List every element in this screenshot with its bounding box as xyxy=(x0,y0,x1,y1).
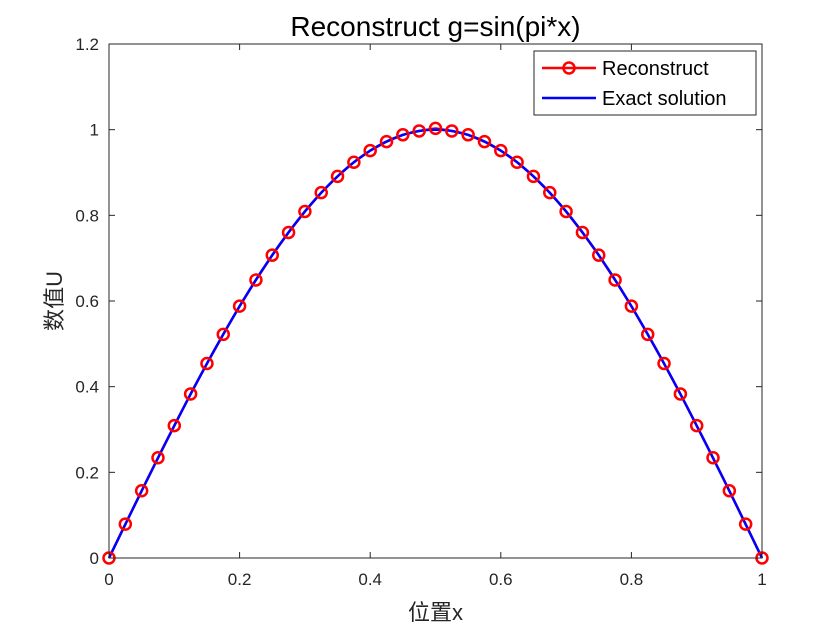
reconstruct-point xyxy=(200,356,214,371)
axes-box xyxy=(108,43,763,559)
y-tick-label: 1.2 xyxy=(75,35,99,54)
y-tick-label: 0.8 xyxy=(75,206,99,225)
reconstruct-point xyxy=(706,451,720,465)
reconstruct-point xyxy=(722,484,737,498)
x-axis-ticks: 0 0.2 0.4 0.6 0.8 1 xyxy=(104,44,767,589)
legend: Reconstruct Exact solution xyxy=(533,50,757,116)
reconstruct-point xyxy=(559,204,573,219)
x-axis-label: 位置x xyxy=(408,600,463,625)
legend-label: Exact solution xyxy=(602,88,727,110)
reconstruct-point xyxy=(543,185,557,200)
reconstruct-point xyxy=(151,451,165,465)
y-tick-label: 0.4 xyxy=(75,378,99,397)
x-tick-label: 0.8 xyxy=(620,570,644,589)
reconstruct-point xyxy=(477,134,492,149)
reconstruct-point xyxy=(363,143,377,158)
series-line-exact-solution xyxy=(107,128,764,559)
reconstruct-point xyxy=(379,134,394,149)
x-tick-label: 0 xyxy=(104,570,113,589)
reconstruct-point xyxy=(510,155,524,169)
reconstruct-point xyxy=(265,248,279,262)
reconstruct-point xyxy=(134,484,149,498)
x-tick-label: 0.6 xyxy=(489,570,513,589)
reconstruct-point xyxy=(281,225,296,240)
reconstruct-point xyxy=(673,387,688,401)
reconstruct-point xyxy=(428,121,443,136)
reconstruct-point xyxy=(445,124,459,138)
series-layer xyxy=(102,121,769,565)
plot-area xyxy=(109,44,762,558)
reconstruct-point xyxy=(608,273,622,287)
legend-label: Reconstruct xyxy=(602,58,709,80)
chart-title: Reconstruct g=sin(pi*x) xyxy=(290,11,580,42)
reconstruct-point xyxy=(298,204,312,219)
reconstruct-point xyxy=(738,517,753,531)
x-tick-label: 0.4 xyxy=(358,570,382,589)
reconstruct-point xyxy=(118,517,133,531)
reconstruct-point xyxy=(624,299,639,313)
reconstruct-point xyxy=(592,248,606,262)
y-tick-label: 0.6 xyxy=(75,292,99,311)
reconstruct-point xyxy=(689,418,704,433)
y-tick-label: 0.2 xyxy=(75,463,99,482)
reconstruct-point xyxy=(657,356,671,371)
reconstruct-point xyxy=(167,418,182,433)
reconstruct-point xyxy=(183,387,198,401)
x-tick-label: 1 xyxy=(757,570,766,589)
reconstruct-point xyxy=(314,185,328,200)
reconstruct-point xyxy=(461,128,475,142)
reconstruct-point xyxy=(575,225,590,240)
y-axis-label: 数值U xyxy=(42,271,67,331)
reconstruct-point xyxy=(216,327,231,342)
y-tick-label: 1 xyxy=(90,121,99,140)
reconstruct-point xyxy=(396,128,410,142)
reconstruct-point xyxy=(232,299,247,313)
y-tick-label: 0 xyxy=(90,549,99,568)
reconstruct-point xyxy=(249,273,263,287)
legend-marker xyxy=(562,61,576,75)
reconstruct-point xyxy=(347,155,361,169)
reconstruct-point xyxy=(412,124,426,138)
reconstruct-point xyxy=(526,169,541,184)
reconstruct-point xyxy=(494,143,508,158)
x-tick-label: 0.2 xyxy=(228,570,252,589)
reconstruct-point xyxy=(330,169,345,184)
reconstruct-point xyxy=(640,327,655,342)
